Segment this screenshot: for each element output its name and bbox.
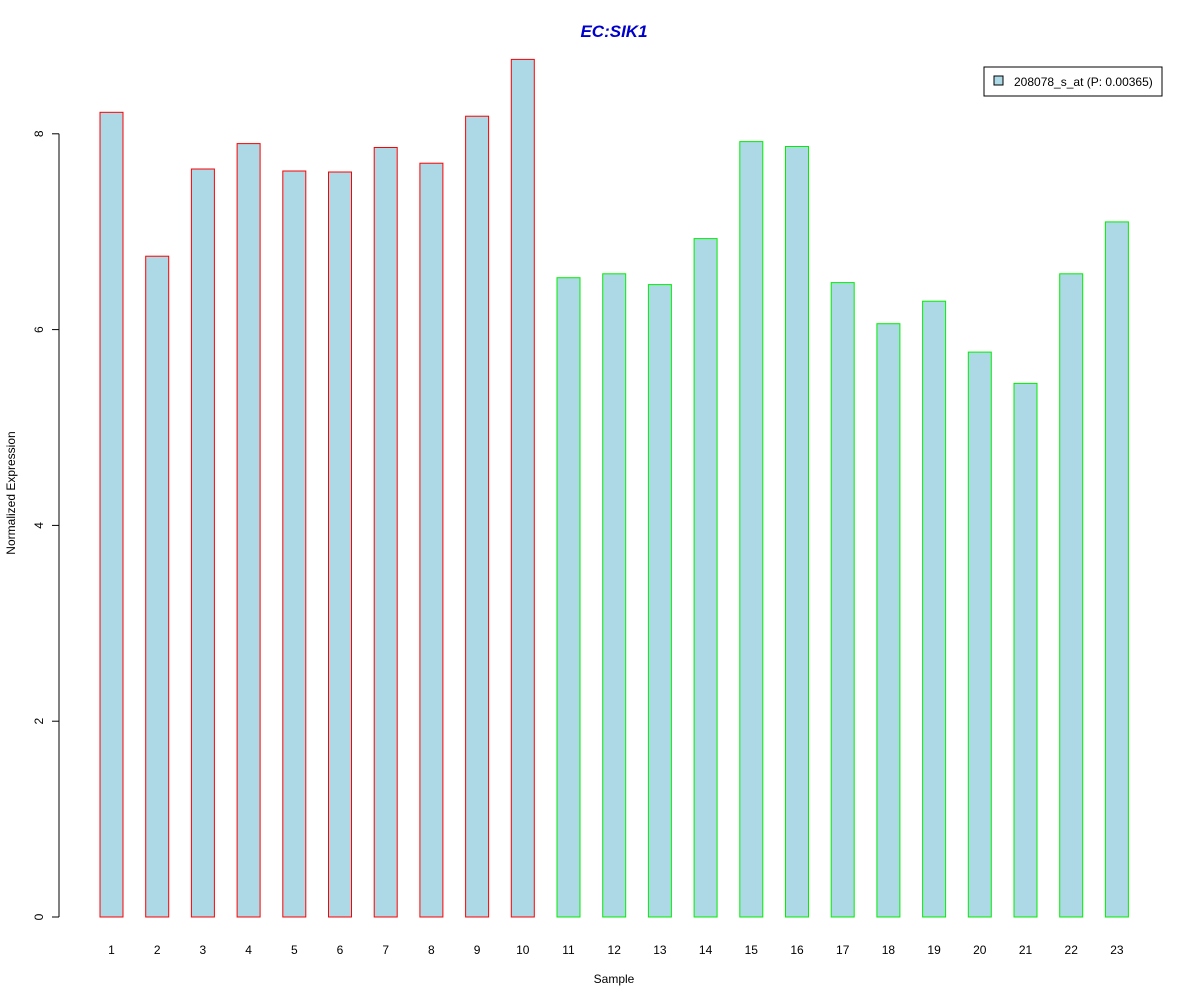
bar-sample-8: [419, 162, 444, 918]
bar-sample-3: [190, 168, 215, 918]
x-tick-label: 17: [836, 943, 850, 957]
x-tick-label: 9: [474, 943, 481, 957]
bar-sample-10: [510, 58, 535, 918]
x-tick-label: 10: [516, 943, 530, 957]
bar-sample-4: [236, 143, 261, 918]
legend-box: [983, 66, 1163, 97]
legend-swatch: [993, 75, 1004, 86]
bar-sample-7: [373, 147, 398, 918]
chart-title: EC:SIK1: [580, 22, 647, 41]
bar-sample-17: [830, 282, 855, 918]
bar-sample-12: [602, 273, 627, 918]
x-tick-label: 5: [291, 943, 298, 957]
y-axis-title: Normalized Expression: [4, 431, 18, 554]
x-tick-label: 19: [927, 943, 941, 957]
y-tick-label: 4: [32, 522, 46, 529]
x-tick-labels: 1 2 3 4 5 6 7 8 9 10 11 12 13 14 15 16 17 18 19 20 21 22 23: [108, 943, 1124, 957]
y-tick-label: 0: [32, 913, 46, 920]
x-tick-label: 8: [428, 943, 435, 957]
y-axis: 0 2 4 6 8: [32, 130, 60, 920]
legend: 208078_s_at (P: 0.00365): [983, 66, 1163, 97]
bar-sample-9: [465, 115, 490, 918]
bar-sample-20: [967, 351, 992, 918]
bar-sample-13: [647, 284, 672, 918]
x-tick-label: 1: [108, 943, 115, 957]
bar-sample-14: [693, 238, 718, 918]
bar-sample-11: [556, 277, 581, 918]
bar-sample-16: [785, 146, 809, 918]
y-tick-label: 8: [32, 130, 46, 137]
x-axis-title: Sample: [594, 972, 635, 986]
x-tick-label: 3: [200, 943, 207, 957]
bar-sample-6: [328, 171, 352, 918]
bar-sample-18: [876, 323, 901, 918]
bar-sample-19: [922, 300, 947, 918]
bar-sample-22: [1059, 273, 1084, 918]
y-tick-label: 6: [32, 326, 46, 333]
x-tick-label: 15: [745, 943, 759, 957]
bar-sample-23: [1104, 221, 1129, 918]
x-tick-label: 11: [562, 943, 575, 957]
bar-sample-1: [99, 111, 124, 918]
x-tick-label: 23: [1110, 943, 1124, 957]
x-tick-label: 21: [1019, 943, 1033, 957]
x-tick-label: 14: [699, 943, 713, 957]
x-tick-label: 6: [337, 943, 344, 957]
x-tick-label: 20: [973, 943, 987, 957]
x-tick-label: 16: [790, 943, 804, 957]
bar-sample-5: [282, 170, 307, 918]
x-tick-label: 13: [653, 943, 667, 957]
x-tick-label: 12: [608, 943, 622, 957]
legend-label: 208078_s_at (P: 0.00365): [1014, 75, 1153, 89]
x-tick-label: 7: [382, 943, 389, 957]
bars-group: [99, 58, 1129, 918]
bar-sample-2: [145, 255, 170, 918]
x-tick-label: 4: [245, 943, 252, 957]
x-tick-label: 22: [1065, 943, 1079, 957]
x-tick-label: 2: [154, 943, 161, 957]
y-tick-label: 2: [32, 718, 46, 725]
x-tick-label: 18: [882, 943, 896, 957]
bar-sample-15: [739, 141, 764, 918]
bar-sample-21: [1013, 382, 1038, 918]
